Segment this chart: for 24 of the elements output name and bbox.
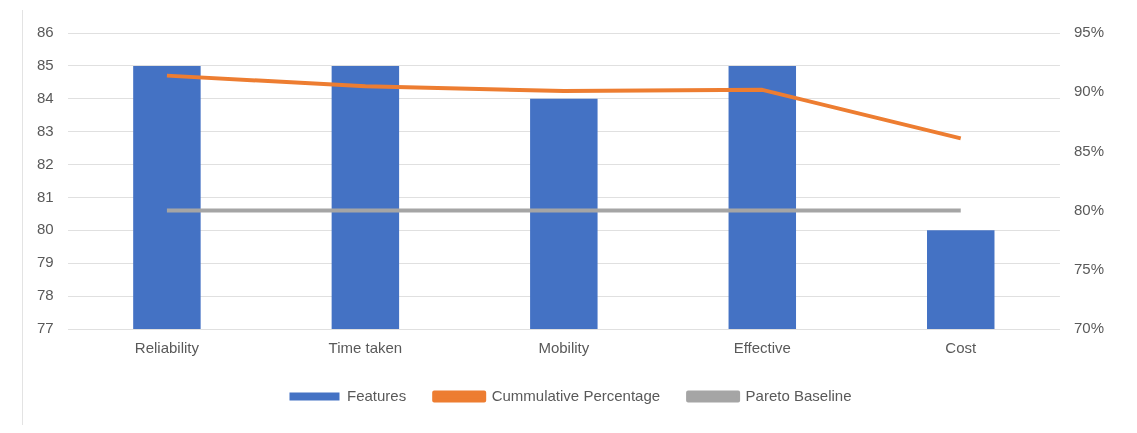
legend-label: Pareto Baseline — [745, 386, 852, 404]
x-tick-label: Time taken — [328, 339, 403, 357]
y2-tick-label: 80% — [1073, 200, 1105, 218]
y-tick-label: 79 — [37, 253, 54, 271]
y2-tick-label: 95% — [1073, 23, 1105, 41]
y-tick-label: 81 — [37, 187, 54, 205]
y-tick-label: 78 — [37, 286, 54, 304]
y2-tick-label: 70% — [1073, 319, 1105, 337]
y-tick-label: 84 — [37, 88, 54, 106]
x-tick-label: Effective — [733, 339, 791, 357]
y-tick-label: 77 — [37, 319, 54, 337]
legend-label: Features — [347, 386, 407, 404]
y2-tick-label: 85% — [1073, 141, 1105, 159]
x-tick-label: Cost — [945, 339, 977, 357]
x-tick-label: Reliability — [134, 339, 200, 357]
legend-label: Cummulative Percentage — [491, 386, 661, 404]
y-tick-label: 82 — [37, 154, 54, 172]
y2-tick-label: 75% — [1073, 259, 1105, 277]
y-tick-label: 80 — [37, 220, 54, 238]
x-tick-label: Mobility — [538, 339, 590, 357]
y-tick-label: 83 — [37, 121, 54, 139]
y-tick-label: 86 — [37, 23, 54, 41]
y-tick-label: 85 — [37, 56, 54, 74]
y2-tick-label: 90% — [1073, 82, 1105, 100]
